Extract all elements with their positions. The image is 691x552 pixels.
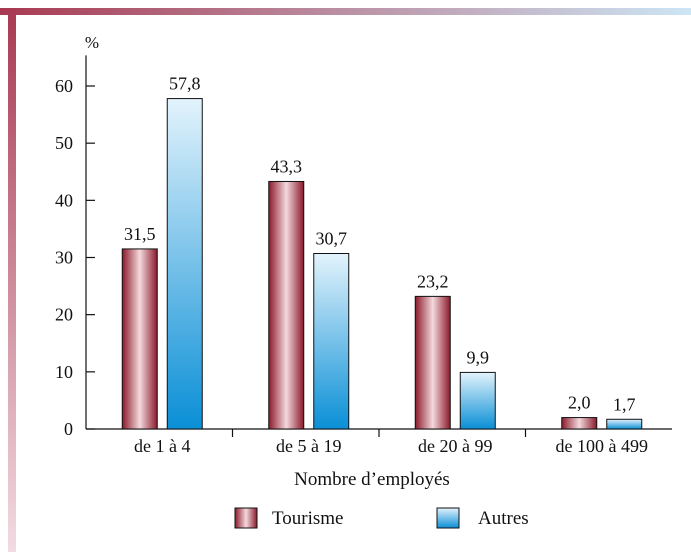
- bar-autres: [166, 98, 203, 430]
- y-tick-label: 40: [55, 190, 73, 210]
- bars: [121, 98, 643, 430]
- bar-autres: [606, 418, 643, 430]
- y-tick-label: 60: [55, 76, 73, 96]
- bar-value-label: 2,0: [568, 393, 591, 413]
- x-tick-label: de 100 à 499: [556, 436, 648, 456]
- top-border: [0, 8, 691, 15]
- legend-label-autres: Autres: [478, 508, 529, 529]
- legend: Tourisme Autres: [234, 507, 529, 529]
- y-tick-label: 20: [55, 305, 73, 325]
- bar-value-label: 43,3: [271, 156, 303, 176]
- x-tick-label: de 5 à 19: [276, 436, 341, 456]
- bar-autres: [459, 371, 496, 430]
- x-axis-label: Nombre d’employés: [294, 469, 450, 490]
- bar-value-label: 30,7: [316, 228, 348, 248]
- y-tick-label: 50: [55, 133, 73, 153]
- legend-swatch-tourisme: [234, 507, 258, 529]
- legend-label-tourisme: Tourisme: [272, 508, 344, 529]
- bar-value-label: 57,8: [169, 74, 201, 94]
- left-border: [8, 8, 16, 552]
- x-tick-label: de 1 à 4: [134, 436, 190, 456]
- y-tick-label: 30: [55, 248, 73, 268]
- bar-value-label: 31,5: [124, 224, 156, 244]
- bar-tourisme: [268, 180, 305, 430]
- y-tick-label: 10: [55, 362, 73, 382]
- axes: 0 10 20 30 40 50 60 de 1 à 4 de 5 à 19 de 20 à 99…: [55, 55, 672, 456]
- y-axis-label: %: [85, 33, 99, 52]
- bar-tourisme: [121, 248, 158, 430]
- bar-tourisme: [561, 417, 598, 430]
- bar-value-label: 1,7: [613, 394, 636, 414]
- legend-swatch-autres: [436, 507, 460, 529]
- y-tick-label: 0: [64, 419, 73, 439]
- value-labels: 31,5 57,8 43,3 30,7 23,2 9,9 2,0 1,7: [124, 74, 636, 415]
- bar-autres: [313, 252, 350, 430]
- bar-tourisme: [414, 295, 451, 430]
- x-tick-label: de 20 à 99: [418, 436, 492, 456]
- bar-value-label: 23,2: [417, 271, 449, 291]
- bar-value-label: 9,9: [467, 347, 490, 367]
